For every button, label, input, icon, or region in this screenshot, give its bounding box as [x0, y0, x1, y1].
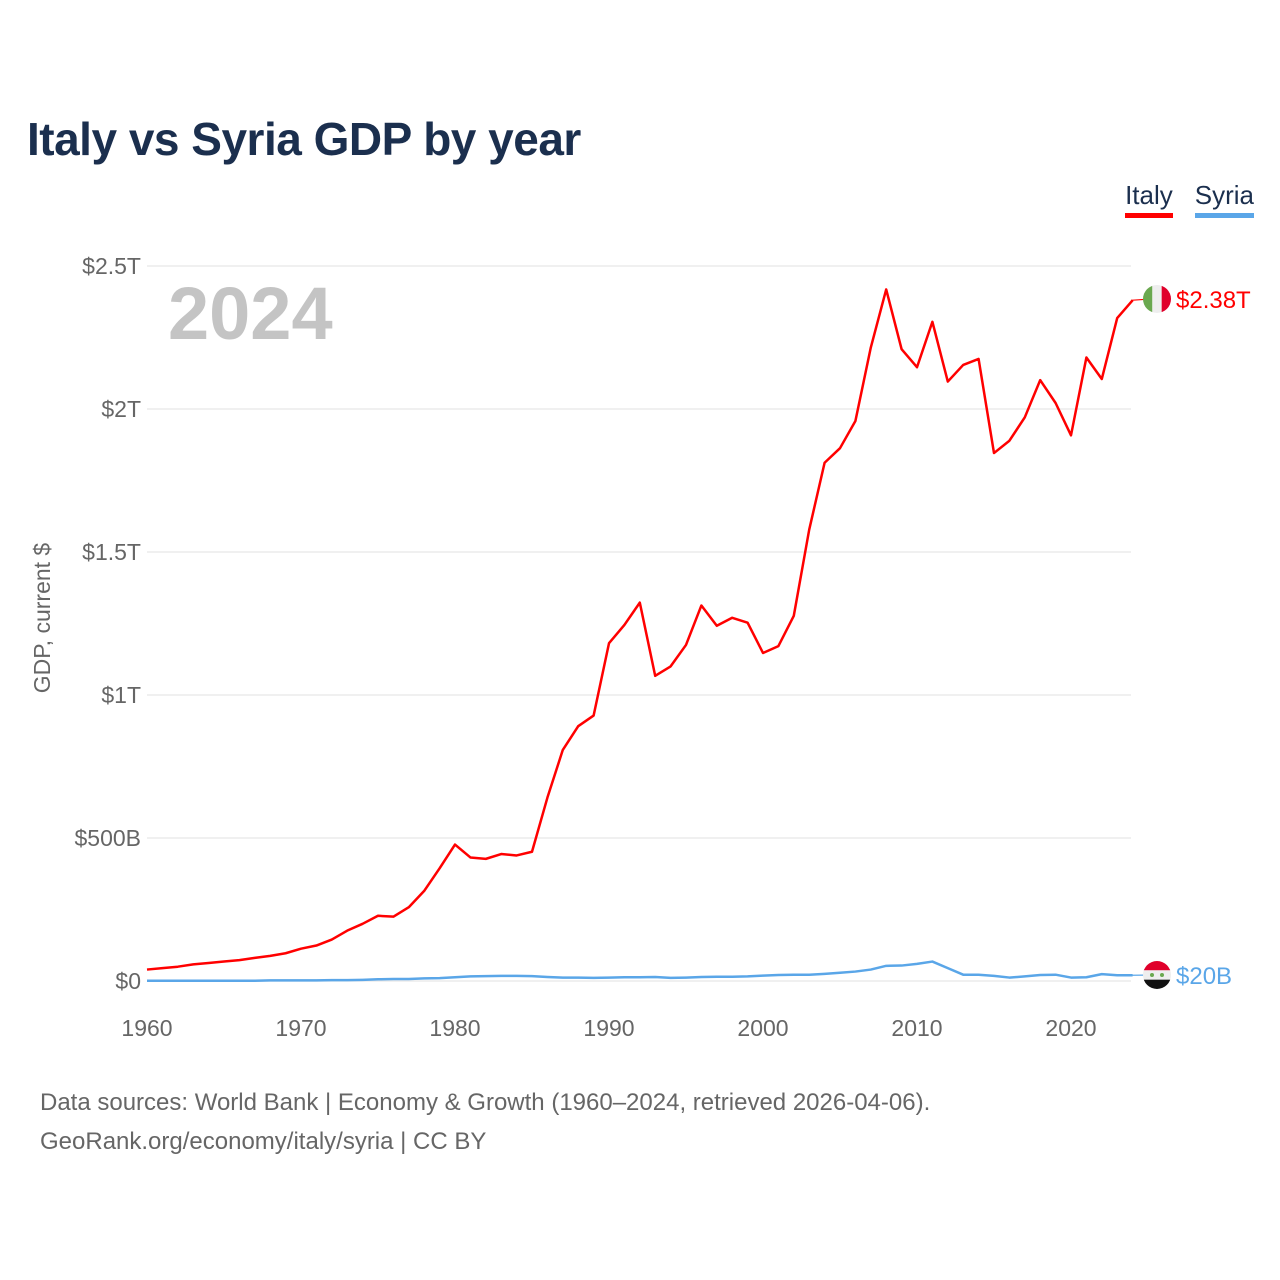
attribution-link[interactable]: GeoRank.org/economy/italy/syria | CC BY: [40, 1128, 487, 1155]
italy-flag-icon: [1143, 285, 1171, 313]
y-tick-label: $2.5T: [82, 253, 141, 279]
y-tick-label: $500B: [74, 825, 141, 851]
footer: Data sources: World Bank | Economy & Gro…: [40, 1083, 930, 1161]
year-watermark: 2024: [168, 272, 333, 355]
end-value-label-syria: $20B: [1176, 963, 1232, 990]
legend-item-syria[interactable]: Syria: [1194, 180, 1254, 218]
x-tick-label: 2000: [737, 1015, 788, 1041]
legend-item-italy[interactable]: Italy: [1125, 180, 1173, 218]
y-tick-label: $1T: [101, 682, 141, 708]
y-tick-label: $2T: [101, 396, 141, 422]
series-line-italy: [146, 288, 1134, 971]
chart-title: Italy vs Syria GDP by year: [27, 113, 581, 165]
series-line-syria: [147, 960, 1133, 982]
y-tick-label: $1.5T: [82, 539, 141, 565]
x-tick-label: 2020: [1045, 1015, 1096, 1041]
x-tick-label: 1960: [121, 1015, 172, 1041]
y-tick-label: $0: [115, 968, 141, 994]
end-value-label-italy: $2.38T: [1176, 287, 1251, 314]
legend: Italy Syria: [1125, 180, 1254, 218]
x-tick-label: 1990: [583, 1015, 634, 1041]
syria-flag-icon: [1143, 961, 1171, 989]
y-axis-label: GDP, current $: [29, 543, 55, 694]
data-source-text: Data sources: World Bank | Economy & Gro…: [40, 1089, 931, 1116]
x-tick-label: 1970: [275, 1015, 326, 1041]
x-tick-label: 1980: [429, 1015, 480, 1041]
x-tick-label: 2010: [891, 1015, 942, 1041]
